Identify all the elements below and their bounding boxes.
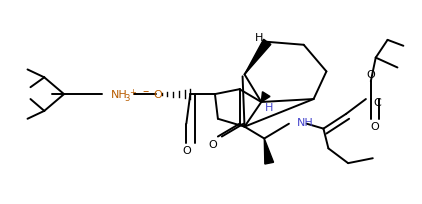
Text: NH: NH (297, 117, 314, 127)
Polygon shape (261, 92, 270, 102)
Text: 3: 3 (124, 93, 130, 102)
Polygon shape (244, 40, 271, 75)
Text: O: O (366, 70, 375, 80)
Text: O: O (154, 90, 162, 100)
Text: O: O (208, 140, 217, 150)
Text: NH: NH (111, 90, 127, 100)
Polygon shape (264, 139, 273, 164)
Text: C: C (374, 98, 381, 108)
Text: H: H (255, 33, 263, 43)
Text: +: + (129, 87, 136, 96)
Text: O: O (371, 121, 379, 131)
Text: –: – (143, 84, 149, 97)
Text: O: O (182, 146, 191, 156)
Text: H: H (265, 102, 273, 112)
